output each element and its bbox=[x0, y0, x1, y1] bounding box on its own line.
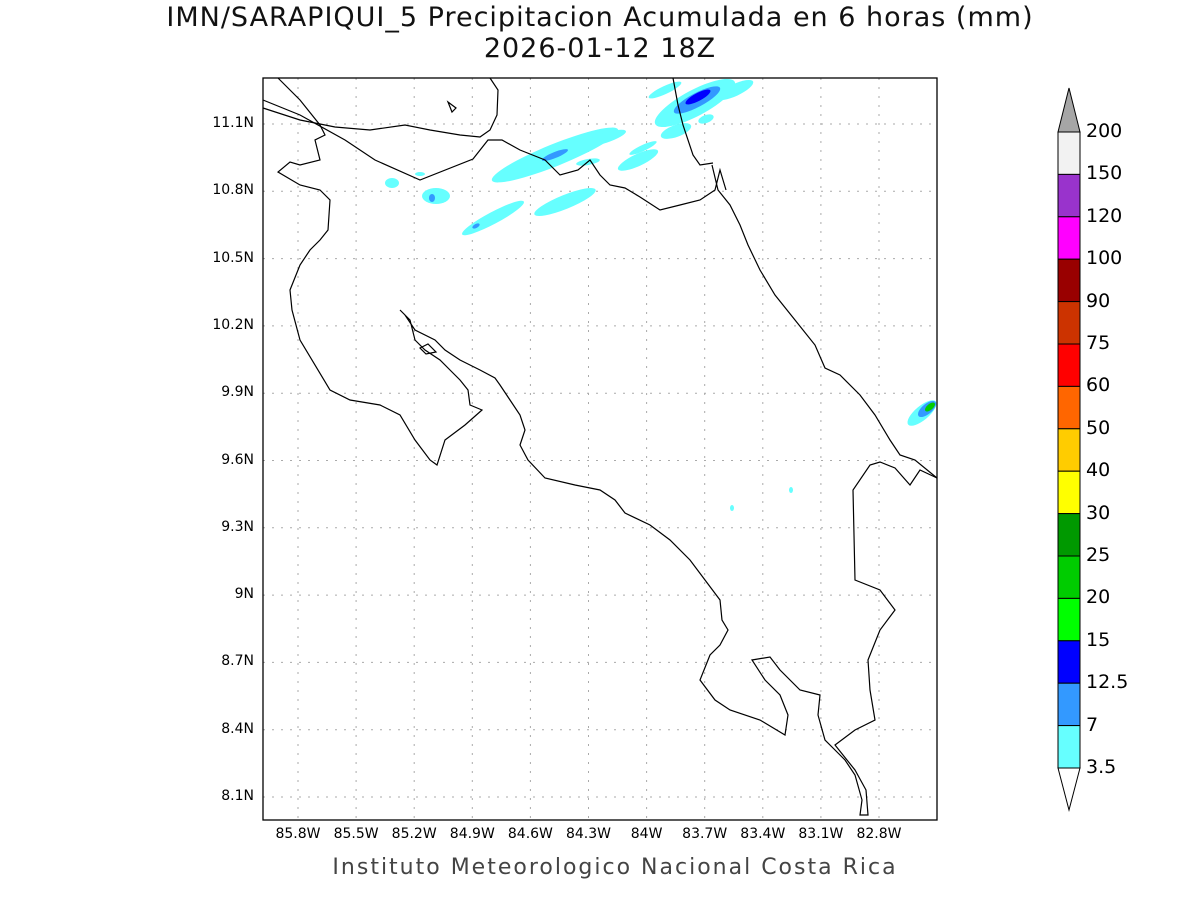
colorbar-label: 120 bbox=[1086, 204, 1123, 227]
colorbar-over-arrow bbox=[1057, 87, 1081, 133]
precip-area bbox=[534, 188, 596, 216]
lat-tick-label: 9N bbox=[234, 586, 254, 603]
lon-tick-label: 83.7W bbox=[682, 826, 728, 842]
colorbar-label: 40 bbox=[1086, 459, 1111, 482]
colorbar-swatch bbox=[1057, 131, 1081, 175]
colorbar-label: 60 bbox=[1086, 374, 1111, 397]
colorbar bbox=[1057, 87, 1081, 812]
map-frame bbox=[262, 77, 938, 821]
precip-area bbox=[617, 149, 659, 171]
lon-tick-label: 84.9W bbox=[449, 826, 495, 842]
lat-tick-label: 10.8N bbox=[212, 182, 254, 199]
colorbar-swatch bbox=[1057, 428, 1081, 472]
colorbar-swatch bbox=[1057, 385, 1081, 430]
lon-tick-label: 84.6W bbox=[507, 826, 553, 842]
lat-tick-label: 10.5N bbox=[212, 249, 254, 266]
lon-tick-label: 82.8W bbox=[856, 826, 902, 842]
colorbar-label: 30 bbox=[1086, 501, 1111, 524]
lat-tick-label: 9.6N bbox=[221, 451, 254, 468]
coastlines bbox=[262, 77, 938, 816]
lat-tick-label: 8.7N bbox=[221, 653, 254, 670]
precip-area bbox=[716, 79, 754, 101]
precip-area bbox=[730, 505, 734, 511]
colorbar-swatch bbox=[1057, 725, 1081, 769]
colorbar-label: 20 bbox=[1086, 586, 1111, 609]
lat-tick-label: 11.1N bbox=[212, 115, 254, 131]
precip-area bbox=[685, 89, 711, 105]
lake-nicaragua-shore bbox=[262, 77, 499, 138]
lon-tick-label: 85.2W bbox=[391, 826, 437, 842]
colorbar-label: 150 bbox=[1086, 162, 1123, 185]
precip-area bbox=[415, 172, 425, 176]
colorbar-swatch bbox=[1057, 640, 1081, 684]
colorbar-swatch bbox=[1057, 173, 1081, 218]
colorbar-label: 12.5 bbox=[1086, 671, 1129, 694]
colorbar-label: 90 bbox=[1086, 289, 1111, 312]
colorbar-swatch bbox=[1057, 343, 1081, 387]
border-nicaragua bbox=[262, 99, 727, 211]
colorbar-swatch bbox=[1057, 258, 1081, 303]
colorbar-swatch bbox=[1057, 470, 1081, 515]
precip-area bbox=[584, 129, 626, 147]
colorbar-swatch bbox=[1057, 301, 1081, 345]
colorbar-label: 3.5 bbox=[1086, 756, 1117, 778]
colorbar-swatch bbox=[1057, 513, 1081, 557]
colorbar-swatch bbox=[1057, 555, 1081, 599]
precip-area bbox=[541, 149, 569, 161]
lon-tick-label: 83.1W bbox=[798, 826, 844, 842]
precip-area bbox=[925, 402, 935, 412]
colorbar-label: 75 bbox=[1086, 332, 1111, 354]
colorbar-swatch bbox=[1057, 682, 1081, 727]
lon-tick-label: 85.8W bbox=[275, 826, 321, 842]
colorbar-label: 200 bbox=[1086, 120, 1123, 142]
precip-area bbox=[422, 188, 450, 204]
lat-tick-label: 8.4N bbox=[221, 720, 254, 737]
coastline-caribbean bbox=[711, 164, 938, 479]
precip-area bbox=[385, 178, 399, 188]
lat-tick-label: 9.3N bbox=[221, 518, 254, 535]
footer-credit: Instituto Meteorologico Nacional Costa R… bbox=[332, 855, 898, 880]
island-nicoya bbox=[418, 343, 438, 355]
coastline-pacific bbox=[276, 77, 938, 816]
lon-tick-label: 83.4W bbox=[740, 826, 786, 842]
precipitation-contours bbox=[385, 78, 937, 511]
island bbox=[446, 100, 457, 114]
lon-tick-label: 84W bbox=[630, 826, 663, 842]
colorbar-label: 15 bbox=[1086, 628, 1111, 651]
precip-area bbox=[429, 194, 435, 202]
river-border bbox=[672, 77, 714, 166]
precip-area bbox=[698, 114, 714, 124]
colorbar-label: 100 bbox=[1086, 247, 1123, 270]
lon-tick-label: 84.3W bbox=[565, 826, 611, 842]
colorbar-swatch bbox=[1057, 597, 1081, 642]
map-subtitle: 2026-01-12 18Z bbox=[483, 33, 717, 64]
precip-area bbox=[472, 223, 480, 229]
colorbar-label: 50 bbox=[1086, 416, 1111, 439]
colorbar-label: 7 bbox=[1086, 713, 1099, 736]
lon-tick-label: 85.5W bbox=[333, 826, 379, 842]
precip-area bbox=[461, 200, 525, 236]
lat-tick-label: 8.1N bbox=[221, 788, 254, 804]
lat-tick-label: 10.2N bbox=[212, 316, 254, 333]
precip-area bbox=[648, 81, 682, 99]
colorbar-under-arrow bbox=[1057, 767, 1081, 812]
colorbar-label: 25 bbox=[1086, 544, 1111, 566]
lat-tick-label: 9.9N bbox=[221, 384, 254, 401]
colorbar-swatch bbox=[1057, 216, 1081, 260]
precip-area bbox=[629, 141, 657, 155]
gridlines bbox=[263, 78, 937, 820]
map-title: IMN/SARAPIQUI_5 Precipitacion Acumulada … bbox=[166, 2, 1034, 33]
precip-area bbox=[789, 487, 793, 493]
